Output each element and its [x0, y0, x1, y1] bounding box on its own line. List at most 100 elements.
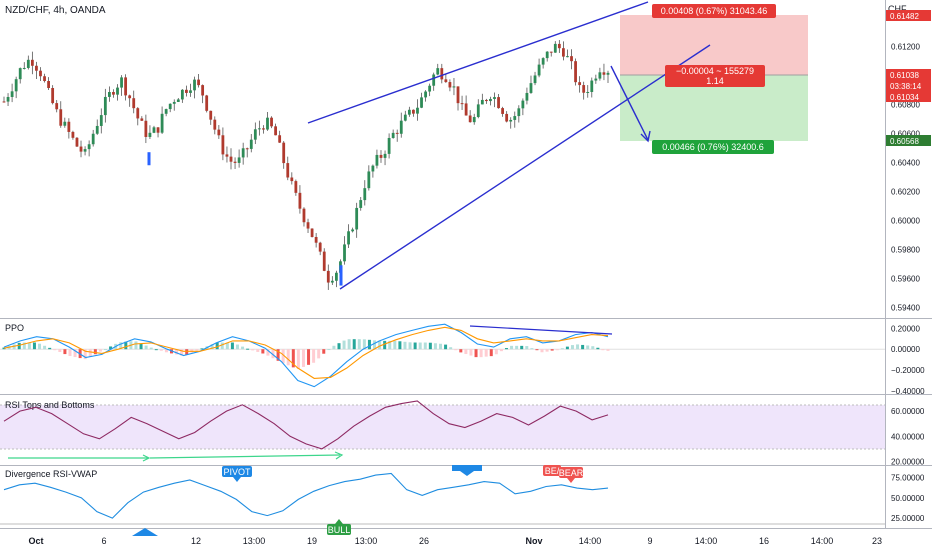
- candle: [51, 85, 55, 105]
- ppo-histogram-bar: [449, 347, 453, 350]
- ppo-histogram-bar: [2, 347, 6, 350]
- signal-candle: [339, 265, 343, 286]
- ppo-histogram-bar: [444, 344, 448, 350]
- candle: [501, 106, 505, 117]
- candle: [274, 123, 277, 136]
- ppo-histogram-bar: [225, 342, 229, 350]
- ppo-histogram-bar: [276, 349, 280, 361]
- ppo-histogram-bar: [555, 349, 559, 351]
- candle: [440, 63, 444, 84]
- ppo-histogram-bar: [73, 349, 77, 358]
- candle: [237, 149, 241, 168]
- indicator-axes[interactable]: 0.20000 0.00000 −0.20000 −0.40000 60.00000 40…: [891, 324, 925, 523]
- ppo-histogram-bar: [535, 349, 539, 351]
- candle: [249, 133, 253, 153]
- ppo-histogram-bar: [256, 349, 260, 352]
- candle: [43, 73, 46, 83]
- ppo-histogram-bar: [362, 339, 366, 350]
- bear-tag-b-text: BEAR: [559, 468, 584, 478]
- candle: [448, 79, 452, 92]
- candle: [359, 197, 363, 211]
- ppo-histogram-bar: [195, 349, 199, 351]
- ppo-title: PPO: [5, 323, 24, 333]
- candle: [586, 85, 590, 98]
- ppo-histogram-bar: [565, 346, 569, 350]
- ppo-histogram-bar: [53, 349, 57, 351]
- indicator-line: [3, 400, 609, 450]
- candle: [553, 41, 557, 53]
- candle: [347, 224, 350, 249]
- price-axis[interactable]: 0.614000.612000.610000.608000.606000.604…: [891, 13, 920, 312]
- ppo-histogram-bar: [576, 344, 580, 350]
- center-label-line2: 1.14: [706, 76, 724, 86]
- ppo-histogram-bar: [296, 349, 300, 369]
- ppo-histogram-bar: [479, 349, 483, 358]
- time-tick: 13:00: [243, 536, 266, 546]
- candle: [47, 77, 50, 91]
- bull-tag: BULL: [327, 519, 351, 535]
- ppo-histogram-bar: [12, 344, 16, 350]
- candle: [168, 103, 172, 113]
- candle: [484, 98, 488, 104]
- time-tick: Oct: [28, 536, 43, 546]
- candle: [245, 147, 249, 158]
- candle: [383, 150, 387, 166]
- ppo-histogram-bar: [291, 349, 295, 368]
- price-marker-text: 0.61482: [890, 12, 919, 21]
- candle: [217, 125, 221, 139]
- currency-label: CHF: [888, 4, 907, 14]
- candle: [55, 100, 59, 113]
- candle: [71, 130, 75, 140]
- ppo-histogram-bar: [144, 345, 148, 350]
- ppo-histogram-bar: [474, 349, 478, 358]
- candle: [436, 63, 440, 76]
- candle: [164, 108, 168, 117]
- bear-tags: BE/ BEAR: [543, 465, 584, 483]
- projection-arrow[interactable]: [610, 65, 651, 143]
- ppo-histogram-bar: [423, 342, 427, 350]
- candle: [136, 107, 140, 126]
- ppo-histogram-bar: [271, 349, 275, 359]
- ppo-divergence-line[interactable]: [469, 325, 613, 335]
- candle: [355, 202, 359, 238]
- pivot-tag: PIVOT: [222, 466, 252, 482]
- wedge-upper-trendline[interactable]: [307, 1, 649, 124]
- ppo-tick: −0.40000: [891, 387, 925, 396]
- candle: [407, 106, 411, 117]
- candle: [537, 58, 541, 78]
- candle: [521, 98, 525, 116]
- candle: [213, 116, 217, 135]
- candle: [266, 111, 269, 131]
- price-marker: 0.61038: [886, 69, 931, 80]
- ppo-histogram-bar: [119, 342, 123, 350]
- candle: [278, 130, 282, 143]
- candle: [464, 95, 468, 116]
- candle: [180, 89, 184, 103]
- time-tick: 26: [419, 536, 429, 546]
- candle: [326, 264, 330, 290]
- candle: [298, 185, 302, 214]
- ppo-histogram-bar: [433, 343, 437, 350]
- ppo-histogram-bar: [484, 349, 488, 357]
- ppo-histogram-bar: [93, 349, 97, 355]
- time-axis[interactable]: Oct 6 12 13:00 19 13:00 26 Nov 14:00 9 14:00 16 14:0…: [28, 536, 882, 546]
- candle: [452, 78, 456, 96]
- ppo-histogram-bar: [124, 341, 128, 350]
- price-marker: 03:38:14: [886, 80, 931, 91]
- position-tool[interactable]: [620, 15, 808, 141]
- ppo-histogram-bar: [32, 342, 36, 350]
- candle: [517, 105, 521, 123]
- ppo-histogram-bar: [251, 349, 255, 351]
- ppo-histogram-bar: [383, 340, 387, 350]
- ppo-tick: 0.20000: [891, 324, 920, 333]
- candle: [460, 95, 464, 110]
- price-marker-text: 03:38:14: [890, 82, 922, 91]
- indicator-line: [3, 326, 609, 379]
- rsi-divergence-arrow[interactable]: [8, 451, 344, 462]
- candle: [606, 70, 610, 83]
- wedge-lower-trendline[interactable]: [339, 44, 711, 290]
- candle: [67, 118, 71, 139]
- candle: [562, 41, 565, 61]
- candle: [225, 146, 229, 163]
